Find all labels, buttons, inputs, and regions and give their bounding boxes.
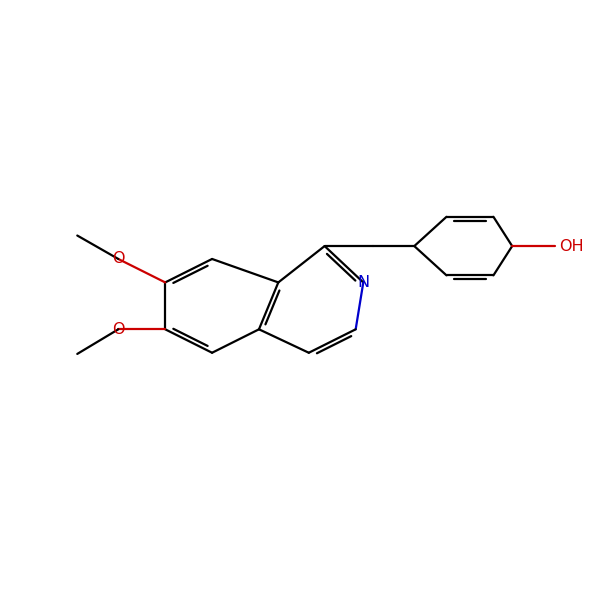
Text: O: O [112,322,125,337]
Text: N: N [357,275,370,290]
Text: O: O [112,251,125,266]
Text: OH: OH [559,239,584,254]
